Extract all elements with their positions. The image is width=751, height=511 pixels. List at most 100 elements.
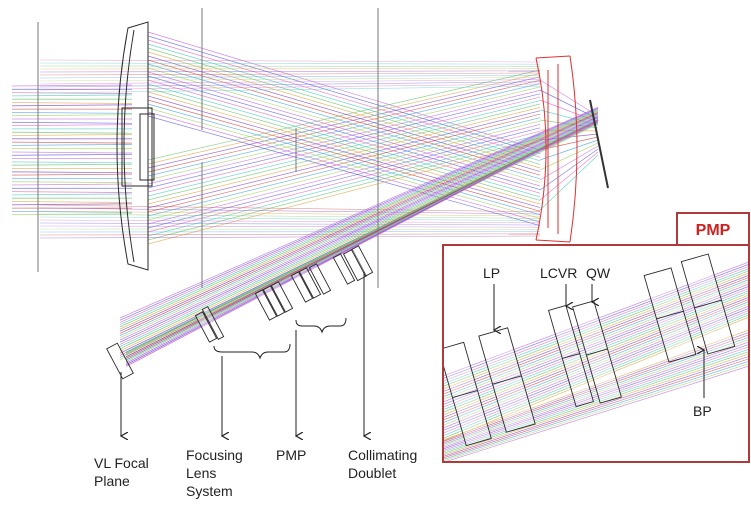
beam-lens-element [332, 253, 356, 285]
peripheral-ray [39, 204, 541, 213]
inset-ray [443, 281, 749, 400]
output-ray [119, 108, 599, 323]
mirror-top [535, 55, 571, 59]
objective-ray [147, 75, 541, 190]
objective-lens-inner [123, 29, 135, 263]
objective-lens [116, 21, 155, 271]
objective-ray [147, 91, 541, 205]
inset-ray [443, 296, 749, 418]
incoming-ray [11, 124, 133, 126]
objective-ray [147, 137, 541, 241]
inset-ray [443, 283, 749, 403]
output-ray [119, 117, 599, 345]
lcvr-label: LCVR [540, 265, 577, 281]
mirror-assembly [535, 55, 578, 243]
focusing-lens-label-line-3: System [186, 483, 233, 499]
objective-ray [147, 59, 541, 176]
incoming-ray [11, 201, 133, 203]
output-ray [119, 116, 599, 343]
objective-ray [147, 90, 541, 185]
incoming-ray [11, 141, 133, 144]
inset-element-divider [586, 348, 608, 356]
objective-ray [147, 115, 541, 226]
inset-ray [443, 279, 749, 398]
incoming-ray [11, 102, 133, 104]
vl-focal-plane-element [106, 342, 134, 380]
beam-lens-element [308, 263, 332, 295]
focusing-lens-label-line-2: Lens [186, 465, 216, 481]
objective-ray [147, 83, 541, 177]
incoming-ray [11, 131, 133, 134]
incoming-ray [11, 134, 133, 136]
beam-path-elements [194, 245, 374, 343]
bp-label: BP [693, 403, 712, 419]
fold-mirror [589, 99, 609, 189]
mirror-ray [539, 154, 599, 211]
incoming-ray [11, 183, 133, 186]
output-ray [119, 106, 599, 319]
output-ray [119, 107, 599, 321]
beam-lens-element [194, 311, 218, 343]
inset-element-divider [694, 299, 722, 309]
peripheral-ray [39, 79, 541, 85]
incoming-ray [11, 104, 133, 107]
vl-focal-plane-label-line-1: VL Focal [94, 455, 149, 471]
focusing-lens-label-line-1: Focusing [186, 447, 243, 463]
output-ray [119, 113, 599, 336]
mirror-ray [539, 148, 599, 191]
inset-ray [443, 341, 749, 448]
mirror-ray [539, 79, 599, 117]
incoming-ray [11, 203, 133, 206]
incoming-ray [11, 114, 133, 117]
objective-ray [147, 86, 541, 181]
mirror-ray [539, 151, 599, 201]
collimating-doublet-label: Collimating Doublet [348, 447, 421, 481]
output-ray [119, 113, 599, 334]
peripheral-ray [39, 77, 541, 82]
inset-ray [443, 270, 749, 387]
peripheral-ray [39, 72, 541, 76]
incoming-ray [11, 151, 133, 154]
incoming-ray [11, 193, 133, 196]
objective-ray [147, 79, 541, 194]
inset-ray [443, 365, 749, 462]
beam-lens-element [290, 271, 314, 303]
leader-arrows [121, 272, 364, 436]
incoming-ray [11, 171, 133, 174]
peripheral-ray [39, 62, 541, 65]
inset-ray [443, 301, 749, 424]
incoming-ray [11, 163, 133, 166]
objective-ray [147, 141, 541, 245]
inset-ray [443, 339, 749, 447]
incoming-ray [11, 144, 133, 146]
peripheral-ray [39, 81, 541, 88]
bracket-icon [213, 343, 291, 360]
incoming-ray [11, 173, 133, 176]
inset-ray [443, 294, 749, 416]
inset-ray [443, 336, 749, 445]
peripheral-ray [39, 70, 541, 73]
mirror-ray [539, 139, 599, 161]
inset-ray [443, 266, 749, 382]
objective-ray [147, 95, 541, 208]
objective-ray [147, 76, 541, 169]
mirror-bottom [535, 239, 571, 243]
beam-lens-element [270, 281, 294, 313]
inset-element-divider [562, 353, 580, 359]
objective-lens-stop-inner [139, 113, 155, 181]
beam-lens-element [201, 305, 225, 341]
objective-ray [147, 99, 541, 212]
incoming-ray [11, 181, 133, 184]
objective-ray [147, 87, 541, 201]
reference-lines [37, 8, 379, 288]
objective-ray [147, 47, 541, 165]
mirror-ray [539, 142, 599, 171]
beam-lens-element [262, 285, 286, 317]
objective-ray [147, 83, 541, 198]
peripheral-ray [39, 235, 541, 239]
peripheral-ray [39, 216, 541, 221]
objective-ray [147, 79, 541, 173]
collimating-doublet-label-line-2: Doublet [348, 465, 396, 481]
incoming-ray [11, 92, 133, 94]
